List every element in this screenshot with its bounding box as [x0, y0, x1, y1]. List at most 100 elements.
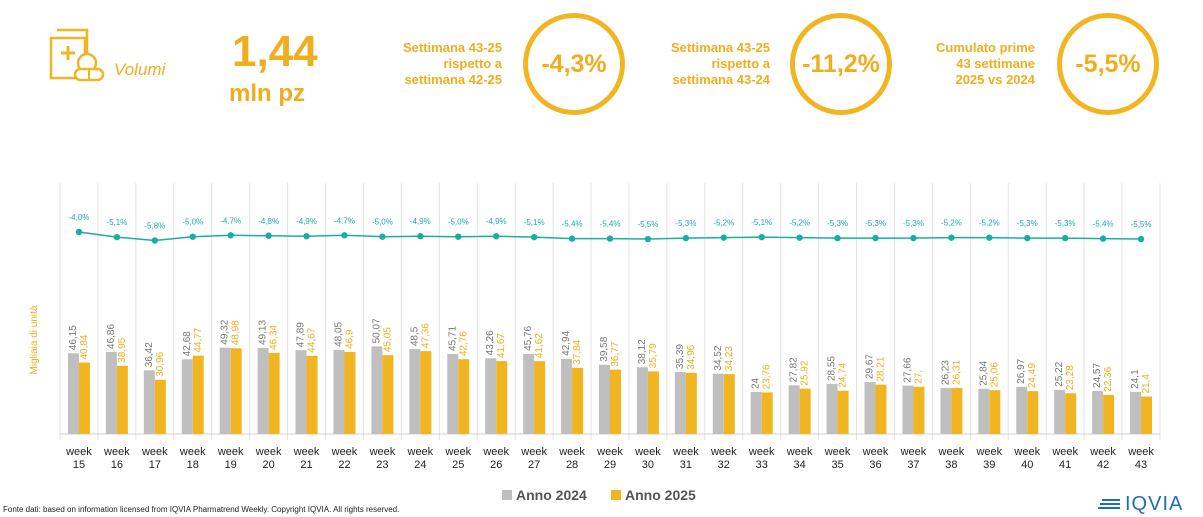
data-label-2024: 24	[751, 377, 762, 389]
x-tick-label: week 21	[293, 446, 320, 471]
yoy-label: -5,2%	[713, 219, 734, 228]
data-label-2024: 42,68	[182, 331, 193, 356]
pill-box-icon	[47, 28, 107, 82]
yoy-label: -5,5%	[637, 220, 658, 229]
yoy-point	[986, 234, 993, 241]
yoy-label: -5,3%	[1055, 219, 1076, 228]
data-label-2024: 50,07	[371, 318, 382, 343]
bar-2025	[268, 352, 280, 434]
bar-2024	[143, 370, 155, 434]
yoy-point	[455, 233, 462, 240]
yoy-point	[948, 234, 955, 241]
x-tick-label: week 17	[141, 446, 168, 471]
yoy-label: -5,3%	[675, 219, 696, 228]
bar-2025	[799, 388, 811, 434]
yoy-point	[303, 233, 310, 240]
data-label-2024: 49,32	[220, 319, 231, 344]
x-tick-label: week 24	[407, 446, 434, 471]
legend-2024: Anno 2024	[502, 487, 587, 503]
data-label-2024: 26,97	[1016, 358, 1027, 383]
x-tick-label: week 30	[634, 446, 661, 471]
yoy-point	[720, 234, 727, 241]
yoy-point	[606, 235, 614, 242]
bar-2024	[599, 364, 610, 434]
bar-2024	[788, 385, 800, 434]
bar-2024	[447, 354, 459, 434]
data-label-2024: 28,55	[827, 356, 838, 381]
data-label-2025: 28,21	[876, 356, 887, 381]
x-tick-label: week 43	[1127, 446, 1154, 471]
bar-2024	[219, 347, 231, 434]
bar-2024	[105, 351, 117, 434]
x-tick-label: week 34	[786, 446, 813, 471]
data-label-2024: 38,12	[637, 339, 648, 364]
bar-2025	[1065, 393, 1077, 434]
bar-2024	[978, 388, 990, 434]
data-label-2025: 22,36	[1103, 366, 1114, 391]
data-label-2024: 25,84	[978, 360, 989, 385]
x-tick-label: week 29	[596, 446, 623, 471]
bar-2025	[685, 372, 697, 434]
comparison-text-2: Settimana 43-25 rispetto a settimana 43-…	[671, 40, 770, 87]
yoy-label: -5,4%	[562, 220, 583, 229]
bar-2025	[458, 359, 470, 434]
x-tick-label: week 31	[672, 446, 699, 471]
yoy-label: -5,5%	[1131, 220, 1152, 229]
x-tick-label: week 16	[103, 446, 130, 471]
bar-2025	[723, 374, 735, 434]
yoy-label: -5,1%	[524, 218, 545, 227]
bar-2025	[306, 355, 318, 434]
x-tick-label: week 41	[1051, 446, 1078, 471]
data-label-2024: 48,5	[409, 326, 420, 346]
yoy-point	[113, 233, 121, 241]
bar-2024	[636, 367, 648, 434]
x-tick-label: week 35	[824, 446, 851, 471]
data-label-2024: 29,67	[865, 354, 876, 379]
legend-swatch-2024	[502, 490, 512, 500]
data-label-2024: 26,23	[940, 360, 951, 385]
data-label-2025: 46,9	[344, 329, 355, 349]
bar-2025	[572, 367, 584, 434]
yoy-label: -4,7%	[220, 216, 241, 225]
x-tick-label: week 40	[1013, 446, 1040, 471]
yoy-point	[189, 233, 196, 240]
bar-2025	[875, 384, 887, 434]
yoy-point	[1024, 234, 1031, 242]
data-label-2025: 27,	[913, 370, 924, 384]
x-tick-label: week 38	[938, 446, 965, 471]
data-label-2024: 49,13	[258, 320, 269, 345]
data-label-2025: 45,05	[382, 327, 393, 352]
data-label-2025: 30,96	[155, 351, 166, 376]
yoy-point	[227, 232, 234, 239]
data-label-2024: 39,58	[599, 336, 610, 361]
data-label-2024: 25,22	[1054, 361, 1065, 386]
bar-2025	[647, 371, 659, 434]
y-axis-label: Migliaia di unità	[29, 305, 40, 374]
yoy-point	[341, 232, 348, 239]
yoy-point	[644, 235, 652, 243]
data-label-2024: 46,15	[68, 325, 79, 350]
x-tick-label: week 18	[179, 446, 206, 471]
bar-2025	[78, 362, 90, 434]
yoy-point	[265, 232, 272, 239]
data-label-2025: 24,74	[838, 362, 849, 387]
yoy-point	[1137, 235, 1145, 243]
data-label-2025: 41,62	[534, 333, 545, 358]
data-label-2025: 40,84	[79, 334, 90, 359]
x-tick-label: week 20	[255, 446, 282, 471]
bar-2024	[864, 382, 876, 434]
kpi-value: 1,44	[232, 27, 318, 76]
bar-2025	[610, 369, 621, 434]
data-label-2025: 48,98	[231, 320, 242, 345]
bar-2024	[523, 353, 535, 434]
bar-2025	[382, 355, 394, 434]
data-label-2025: 21,4	[1141, 374, 1152, 394]
yoy-label: -4,8%	[258, 217, 279, 226]
data-label-2025: 25,92	[800, 360, 811, 385]
data-label-2025: 25,06	[989, 362, 1000, 387]
data-label-2025: 47,36	[420, 323, 431, 348]
x-tick-label: week 32	[710, 446, 737, 471]
x-tick-label: week 22	[331, 446, 358, 471]
bar-2024	[940, 388, 952, 434]
bar-2024	[561, 358, 573, 434]
